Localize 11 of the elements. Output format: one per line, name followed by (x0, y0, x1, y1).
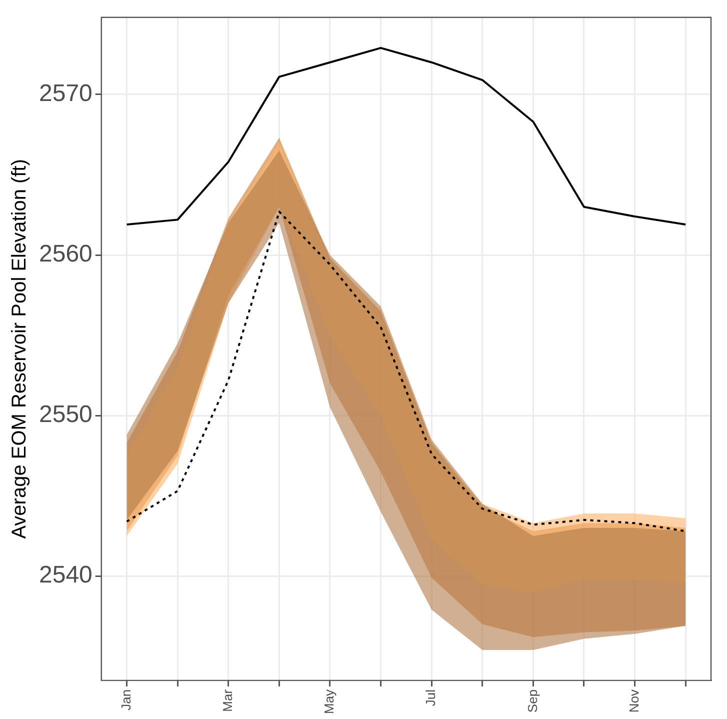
y-tick-label: 2570 (39, 80, 92, 108)
x-tick-label: Nov (626, 688, 642, 713)
y-tick-label: 2540 (39, 562, 92, 589)
x-tick-label: May (322, 688, 337, 714)
x-tick-label: Mar (220, 688, 235, 712)
y-axis-title: Average EOM Reservoir Pool Elevation (ft) (8, 159, 31, 539)
y-tick-label: 2550 (39, 401, 92, 428)
x-tick-label: Jan (118, 689, 134, 710)
x-tick-label: Jul (423, 689, 438, 706)
x-tick-label: Sep (524, 689, 540, 713)
y-tick-label: 2560 (39, 240, 92, 268)
